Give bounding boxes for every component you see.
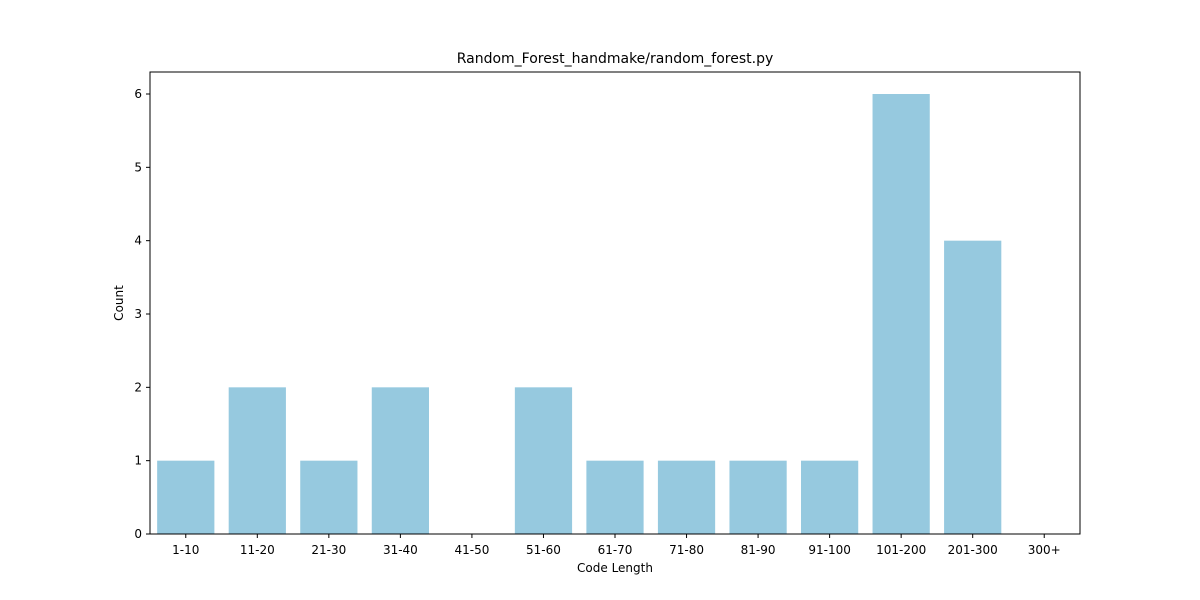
x-tick-label: 71-80 [669, 543, 704, 557]
x-tick-label: 201-300 [948, 543, 998, 557]
bars [157, 94, 1002, 535]
chart-title: Random_Forest_handmake/random_forest.py [457, 51, 774, 67]
x-tick-label: 61-70 [598, 543, 633, 557]
bar-71-80 [657, 460, 716, 534]
y-tick-label: 6 [134, 87, 142, 101]
y-tick-label: 5 [134, 160, 142, 174]
x-tick-label: 21-30 [311, 543, 346, 557]
x-tick-label: 101-200 [876, 543, 926, 557]
x-tick-label: 51-60 [526, 543, 561, 557]
y-axis-label: Count [112, 285, 126, 321]
x-tick-label: 300+ [1028, 543, 1061, 557]
bar-21-30 [300, 460, 358, 534]
bar-81-90 [729, 460, 787, 534]
plot-frame [149, 71, 1081, 535]
y-tick-label: 0 [134, 527, 142, 541]
x-tick-label: 31-40 [383, 543, 418, 557]
bar-1-10 [157, 460, 215, 534]
bar-101-200 [872, 94, 930, 534]
x-tick-label: 81-90 [741, 543, 776, 557]
x-tick-label: 41-50 [454, 543, 489, 557]
y-tick-label: 2 [134, 380, 142, 394]
bar-61-70 [586, 460, 644, 534]
y-tick-label: 1 [134, 454, 142, 468]
bar-51-60 [514, 387, 573, 534]
x-axis-ticks: 1-10 11-20 21-30 31-40 41-50 51-60 61-70 71-80 8… [172, 534, 1061, 557]
x-tick-label: 1-10 [172, 543, 199, 557]
bar-201-300 [944, 240, 1002, 535]
bar-31-40 [371, 387, 429, 534]
x-axis-label: Code Length [577, 561, 653, 575]
bar-11-20 [228, 387, 286, 534]
x-tick-label: 11-20 [240, 543, 275, 557]
y-tick-label: 3 [134, 307, 142, 321]
x-tick-label: 91-100 [808, 543, 851, 557]
bar-91-100 [801, 460, 859, 534]
y-tick-label: 4 [134, 234, 142, 248]
y-axis-ticks: 0 1 2 3 4 5 6 [134, 87, 150, 541]
